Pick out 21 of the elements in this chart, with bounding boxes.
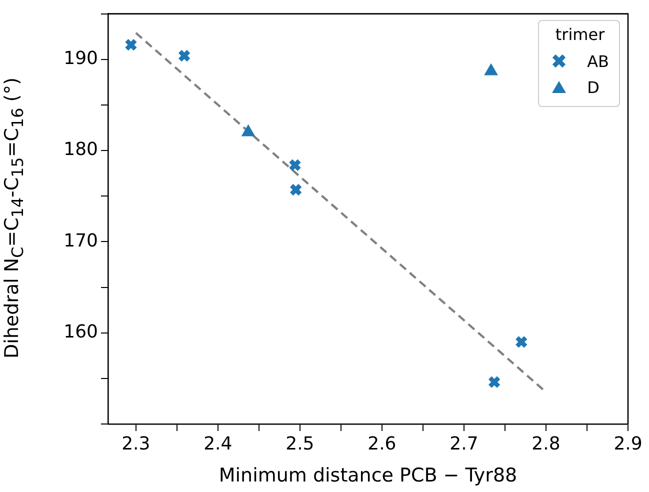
legend-title: trimer xyxy=(554,25,606,44)
y-tick-label: 170 xyxy=(64,230,98,252)
x-tick-label: 2.5 xyxy=(286,433,314,454)
point xyxy=(288,158,302,172)
point xyxy=(124,38,138,52)
legend-label: D xyxy=(587,78,600,96)
x-tick-label: 2.7 xyxy=(450,433,478,454)
y-tick-label: 190 xyxy=(64,48,98,70)
point xyxy=(178,49,191,62)
x-tick-label: 2.8 xyxy=(532,433,560,454)
point xyxy=(488,376,501,389)
y-tick-label: 180 xyxy=(64,139,98,160)
point xyxy=(514,335,528,348)
y-tick-label: 160 xyxy=(64,322,98,343)
x-tick-label: 2.4 xyxy=(204,433,232,454)
x-tick-label: 2.6 xyxy=(368,433,396,454)
legend-label: AB xyxy=(587,52,609,70)
x-tick-label: 2.9 xyxy=(614,433,642,454)
x-axis-title: Minimum distance PCB − Tyr88 xyxy=(218,464,518,487)
x-tick-label: 2.3 xyxy=(122,433,150,454)
point xyxy=(289,183,302,196)
